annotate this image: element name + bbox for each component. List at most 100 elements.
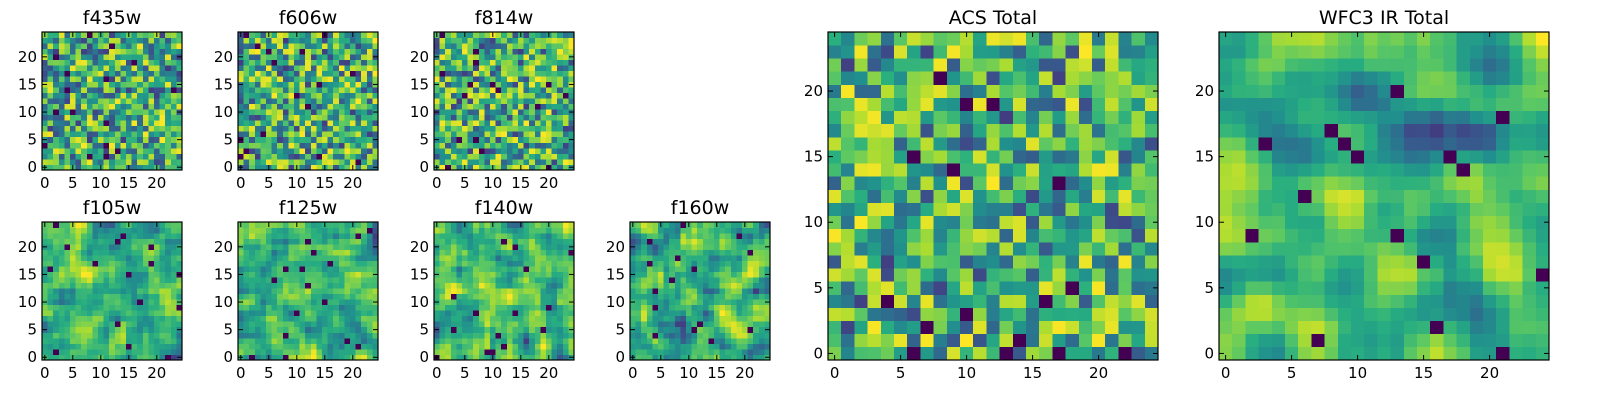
heatmap-cell: [81, 310, 88, 317]
heatmap-cell: [58, 131, 65, 138]
heatmap-cell: [254, 81, 261, 88]
heatmap-cell: [114, 354, 121, 361]
heatmap-cell: [109, 37, 116, 44]
heatmap-cell: [445, 293, 452, 300]
heatmap-cell: [462, 233, 468, 239]
heatmap-cell: [294, 293, 300, 300]
heatmap-cell: [680, 326, 687, 333]
heatmap-cell: [254, 87, 261, 94]
heatmap-cell: [277, 48, 284, 55]
heatmap-cell: [933, 189, 948, 203]
heatmap-cell: [630, 310, 636, 317]
heatmap-cell: [562, 238, 569, 245]
heatmap-cell: [478, 103, 485, 110]
heatmap-cell: [266, 98, 272, 105]
heatmap-cell: [828, 307, 842, 321]
heatmap-cell: [512, 87, 519, 94]
heatmap-cell: [1105, 215, 1119, 230]
heatmap-cell: [75, 76, 82, 83]
heatmap-cell: [506, 277, 513, 284]
heatmap-cell: [669, 233, 676, 239]
heatmap-cell: [361, 147, 368, 154]
heatmap-cell: [277, 260, 284, 267]
heatmap-cell: [120, 332, 127, 339]
heatmap-cell: [534, 142, 541, 149]
heatmap-cell: [506, 233, 513, 239]
heatmap-cell: [697, 343, 704, 350]
heatmap-cell: [646, 288, 653, 295]
heatmap-cell: [450, 233, 457, 239]
heatmap-cell: [148, 293, 155, 300]
heatmap-cell: [641, 304, 648, 311]
heatmap-cell: [658, 293, 664, 300]
heatmap-cell: [540, 98, 547, 105]
heatmap-cell: [663, 304, 670, 311]
heatmap-cell: [736, 348, 743, 355]
heatmap-cell: [58, 249, 65, 256]
heatmap-cell: [730, 304, 737, 311]
heatmap-cell: [322, 153, 328, 160]
heatmap-cell: [1105, 241, 1119, 256]
heatmap-cell: [327, 109, 334, 116]
heatmap-cell: [1026, 294, 1040, 308]
heatmap-cell: [327, 87, 334, 94]
heatmap-cell: [170, 244, 177, 250]
heatmap-cell: [518, 299, 524, 306]
heatmap-cell: [70, 142, 76, 149]
heatmap-cell: [170, 92, 177, 99]
heatmap-cell: [764, 238, 771, 245]
heatmap-cell: [288, 158, 295, 165]
heatmap-cell: [170, 54, 177, 60]
heatmap-cell: [456, 43, 463, 49]
heatmap-cell: [338, 59, 345, 66]
heatmap-cell: [546, 282, 552, 289]
heatmap-cell: [159, 153, 166, 160]
heatmap-cell: [652, 288, 659, 295]
heatmap-cell: [58, 315, 65, 322]
heatmap-cell: [753, 288, 760, 295]
panel-title: f435w: [83, 7, 142, 29]
heatmap-cell: [484, 70, 491, 77]
heatmap-cell: [355, 348, 362, 355]
heatmap-cell: [867, 228, 882, 243]
heatmap-cell: [714, 337, 720, 344]
heatmap-cell: [551, 142, 558, 149]
heatmap-cell: [641, 266, 648, 273]
heatmap-cell: [758, 288, 765, 295]
heatmap-cell: [120, 43, 127, 49]
heatmap-cell: [266, 343, 272, 350]
heatmap-cell: [702, 266, 709, 273]
heatmap-cell: [725, 315, 732, 322]
heatmap-cell: [92, 131, 99, 138]
heatmap-cell: [92, 244, 99, 250]
heatmap-cell: [506, 222, 513, 228]
heatmap-cell: [372, 332, 379, 339]
heatmap-cell: [238, 282, 244, 289]
heatmap-cell: [170, 227, 177, 234]
heatmap-cell: [103, 249, 110, 256]
heatmap-cell: [316, 343, 323, 350]
heatmap-cell: [1118, 294, 1132, 308]
heatmap-cell: [355, 315, 362, 322]
heatmap-cell: [467, 222, 474, 228]
heatmap-cell: [652, 310, 659, 317]
heatmap-cell: [484, 48, 491, 55]
heatmap-cell: [462, 87, 468, 94]
heatmap-cell: [495, 59, 502, 66]
heatmap-cell: [714, 321, 720, 328]
heatmap-cell: [114, 48, 121, 55]
heatmap-cell: [266, 92, 272, 99]
x-tick-label: 5: [460, 364, 470, 382]
heatmap-cell: [714, 310, 720, 317]
heatmap-cell: [260, 255, 267, 261]
heatmap-cell: [557, 103, 564, 110]
heatmap-cell: [361, 114, 368, 121]
heatmap-cell: [47, 81, 54, 88]
heatmap-cell: [635, 277, 642, 284]
heatmap-cell: [1012, 255, 1027, 269]
heatmap-cell: [159, 244, 166, 250]
heatmap-cell: [42, 76, 48, 83]
heatmap-cell: [266, 299, 272, 306]
heatmap-cell: [467, 326, 474, 333]
heatmap-cell: [518, 326, 524, 333]
